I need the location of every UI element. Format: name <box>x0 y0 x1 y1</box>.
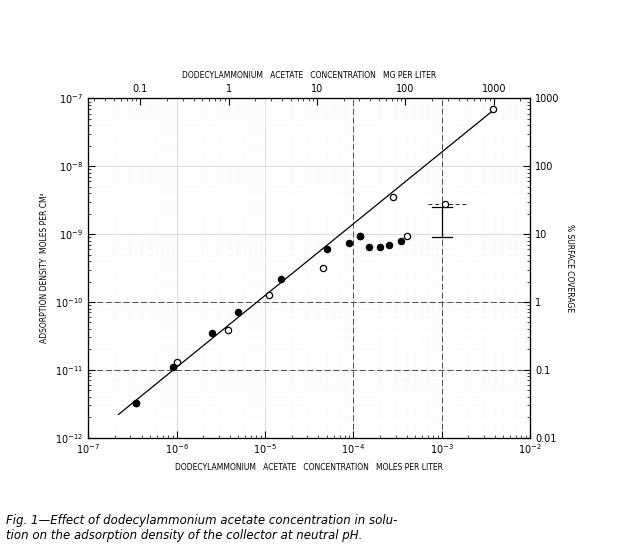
Y-axis label: ADSORPTION DENSITY  MOLES PER CM²: ADSORPTION DENSITY MOLES PER CM² <box>40 193 49 344</box>
Text: Fig. 1—Effect of dodecylammonium acetate concentration in solu-
tion on the adso: Fig. 1—Effect of dodecylammonium acetate… <box>6 514 398 542</box>
X-axis label: DODECYLAMMONIUM   ACETATE   CONCENTRATION   MOLES PER LITER: DODECYLAMMONIUM ACETATE CONCENTRATION MO… <box>175 463 443 472</box>
X-axis label: DODECYLAMMONIUM   ACETATE   CONCENTRATION   MG PER LITER: DODECYLAMMONIUM ACETATE CONCENTRATION MG… <box>182 71 436 80</box>
Y-axis label: % SURFACE COVERAGE: % SURFACE COVERAGE <box>565 224 574 312</box>
